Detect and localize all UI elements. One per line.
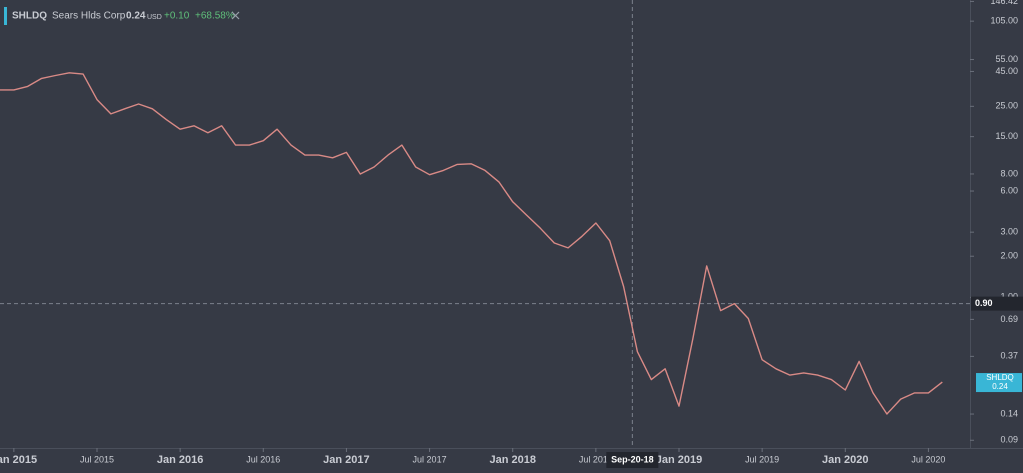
crosshair-y-box	[971, 296, 1023, 311]
y-tick-label: 3.00	[1000, 227, 1018, 237]
x-tick-label: Jul 2020	[911, 454, 945, 464]
x-tick-label: Jul 2019	[745, 454, 779, 464]
crosshair-x-box	[606, 452, 659, 468]
price: 0.24	[126, 11, 146, 22]
y-tick-label: 146.42	[990, 0, 1018, 6]
currency: USD	[147, 14, 162, 21]
change: +0.10	[164, 11, 190, 22]
last-price-symbol: SHLDQ	[986, 373, 1014, 382]
x-tick-label: Jul 2018	[579, 454, 613, 464]
y-tick-label: 2.00	[1000, 251, 1018, 261]
x-tick-label: Jul 2015	[80, 454, 114, 464]
y-tick-label: 0.09	[1000, 435, 1018, 445]
crosshair-x-label: Sep-20-18	[611, 454, 654, 464]
change-percent: +68.58%	[195, 11, 235, 22]
header-marker	[4, 7, 7, 25]
y-tick-label: 0.69	[1000, 314, 1018, 324]
x-tick-label: Jan 2015	[0, 454, 37, 466]
y-tick-label: 55.00	[995, 54, 1018, 64]
x-tick-label: Jul 2016	[246, 454, 280, 464]
y-tick-label: 15.00	[995, 131, 1018, 141]
x-tick-label: Jan 2017	[323, 454, 369, 466]
y-tick-label: 8.00	[1000, 168, 1018, 178]
last-price-value: 0.24	[992, 382, 1008, 391]
price-line	[0, 72, 943, 415]
x-tick-label: Jan 2019	[656, 454, 702, 466]
company-name: Sears Hlds Corp	[52, 11, 126, 22]
close-button[interactable]	[231, 11, 240, 20]
crosshair-y-label: 0.90	[975, 298, 993, 308]
x-tick-label: Jan 2016	[157, 454, 203, 466]
symbol: SHLDQ	[12, 11, 47, 22]
x-tick-label: Jan 2020	[822, 454, 868, 466]
y-tick-label: 0.37	[1000, 351, 1018, 361]
last-price-box	[976, 373, 1022, 393]
y-tick-label: 105.00	[990, 16, 1018, 26]
y-tick-label: 25.00	[995, 101, 1018, 111]
y-tick-label: 6.00	[1000, 185, 1018, 195]
y-tick-label: 0.14	[1000, 408, 1018, 418]
x-tick-label: Jul 2017	[413, 454, 447, 464]
y-tick-label: 45.00	[995, 66, 1018, 76]
x-tick-label: Jan 2018	[489, 454, 535, 466]
